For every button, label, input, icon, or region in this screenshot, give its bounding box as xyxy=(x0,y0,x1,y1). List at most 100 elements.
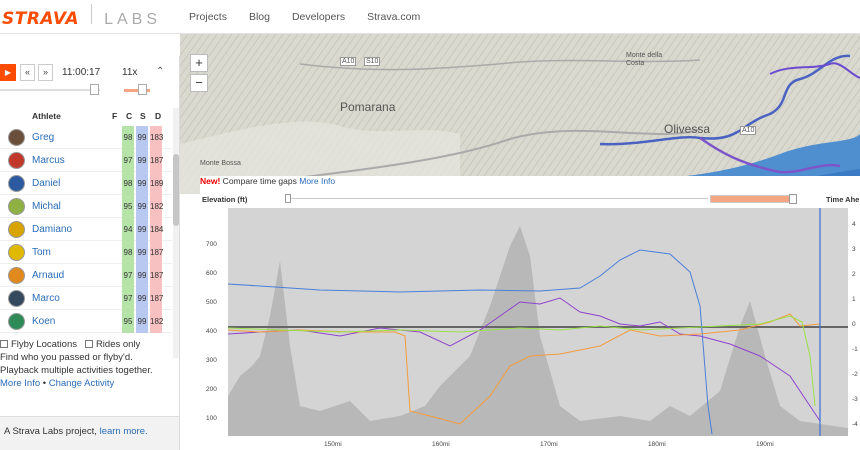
right-axis-tick-label: 2 xyxy=(852,271,856,278)
athlete-name-link[interactable]: Tom xyxy=(32,247,51,258)
athlete-row[interactable]: Marcus 97 99 187 xyxy=(0,149,172,172)
right-axis-tick-label: 4 xyxy=(852,221,856,228)
nav-developers[interactable]: Developers xyxy=(291,10,346,23)
athlete-c-value: 99 xyxy=(136,310,148,333)
athlete-name-link[interactable]: Daniel xyxy=(32,178,61,189)
time-range-slider[interactable] xyxy=(710,194,797,204)
athlete-name-link[interactable]: Damiano xyxy=(32,224,73,235)
athlete-name-link[interactable]: Marco xyxy=(32,293,60,304)
more-info-link[interactable]: More Info xyxy=(0,378,41,389)
elevation-range-slider[interactable] xyxy=(285,194,708,203)
athlete-name-link[interactable]: Greg xyxy=(32,132,55,143)
athlete-row[interactable]: Damiano 94 99 184 xyxy=(0,218,172,241)
elevation-profile xyxy=(228,226,848,436)
flyby-checkbox[interactable] xyxy=(0,340,8,348)
col-athlete: Athlete xyxy=(32,111,61,121)
athlete-name-link[interactable]: Michal xyxy=(32,201,61,212)
athlete-row[interactable]: Michal 95 99 182 xyxy=(0,195,172,218)
strava-labs-logo[interactable]: STRAVA LABS xyxy=(2,4,161,29)
zoom-out-button[interactable]: − xyxy=(190,74,208,92)
rides-only-checkbox[interactable] xyxy=(84,340,93,348)
athlete-c-value: 99 xyxy=(136,172,148,195)
athlete-c-value: 99 xyxy=(136,218,148,241)
x-axis-tick-label: 170mi xyxy=(540,441,558,448)
change-activity-link[interactable]: Change Activity xyxy=(48,378,115,389)
step-back-button[interactable]: « xyxy=(20,64,35,81)
playback-slider-thumb[interactable] xyxy=(90,84,99,95)
route-map[interactable]: + − Pomarana Monte della Costa Olivessa … xyxy=(180,34,860,194)
footer-text: A Strava Labs project, xyxy=(4,426,97,437)
athlete-s-value: 183 xyxy=(150,126,163,149)
left-axis-tick-label: 200 xyxy=(206,386,217,393)
athlete-s-value: 184 xyxy=(150,218,163,241)
elevation-chart-panel: New! Compare time gaps More Info Elevati… xyxy=(200,176,860,450)
top-nav-bar: STRAVA LABS Projects Blog Developers Str… xyxy=(0,0,860,34)
athlete-f-value: 98 xyxy=(122,126,134,149)
nav-projects[interactable]: Projects xyxy=(189,10,227,23)
compare-text: Compare time gaps xyxy=(220,176,297,186)
athlete-row[interactable]: Arnaud 97 99 187 xyxy=(0,264,172,287)
athlete-f-value: 98 xyxy=(122,172,134,195)
map-terrain xyxy=(180,34,860,194)
learn-more-link[interactable]: learn more. xyxy=(99,426,148,437)
zoom-in-button[interactable]: + xyxy=(190,54,208,72)
athlete-row[interactable]: Marco 97 99 187 xyxy=(0,287,172,310)
athlete-row[interactable]: Tom 98 99 187 xyxy=(0,241,172,264)
athlete-c-value: 99 xyxy=(136,287,148,310)
athlete-s-value: 182 xyxy=(150,195,163,218)
athlete-list-scrollbar[interactable] xyxy=(173,108,179,358)
step-forward-button[interactable]: » xyxy=(38,64,53,81)
athlete-row[interactable]: Koen 95 99 182 xyxy=(0,310,172,333)
elevation-slider-thumb[interactable] xyxy=(285,194,291,203)
athlete-name-link[interactable]: Marcus xyxy=(32,155,65,166)
elevation-chart[interactable]: 100 200 300 400 500 600 700 -4 -3 -2 -1 0 1 2 3 4 150mi 1… xyxy=(200,206,860,450)
x-axis-tick-label: 160mi xyxy=(432,441,450,448)
speed-slider-thumb[interactable] xyxy=(138,84,147,95)
description-line-2: Playback multiple activities together. xyxy=(0,365,153,376)
left-axis-tick-label: 700 xyxy=(206,241,217,248)
collapse-panel-icon[interactable]: ⌃ xyxy=(156,66,165,77)
playback-slider[interactable] xyxy=(0,84,100,95)
athlete-row[interactable]: Greg 98 99 183 xyxy=(0,126,172,149)
time-slider-thumb[interactable] xyxy=(789,194,797,204)
x-axis-tick-label: 190mi xyxy=(756,441,774,448)
rides-only-label: Rides only xyxy=(95,339,141,350)
map-label-town: Pomarana xyxy=(340,100,396,114)
athlete-s-value: 187 xyxy=(150,241,163,264)
left-axis-tick-label: 300 xyxy=(206,357,217,364)
flyby-label: Flyby Locations xyxy=(11,339,78,350)
col-f: F xyxy=(112,111,118,121)
left-axis-tick-label: 600 xyxy=(206,270,217,277)
chart-more-info-link[interactable]: More Info xyxy=(299,176,336,186)
athlete-f-value: 97 xyxy=(122,287,134,310)
athlete-avatar xyxy=(8,267,25,284)
series-purple xyxy=(227,297,821,422)
athlete-f-value: 95 xyxy=(122,195,134,218)
col-c: C xyxy=(126,111,133,121)
x-axis-tick-label: 180mi xyxy=(648,441,666,448)
col-d: D xyxy=(155,111,162,121)
map-road-shield: S10 xyxy=(364,57,381,66)
col-s: S xyxy=(140,111,146,121)
athlete-s-value: 189 xyxy=(150,172,163,195)
chart-header: New! Compare time gaps More Info xyxy=(200,176,860,190)
right-axis-tick-label: -4 xyxy=(852,421,858,428)
speed-slider[interactable] xyxy=(124,84,150,95)
right-axis-tick-label: 3 xyxy=(852,246,856,253)
map-label-town-2: Olivessa xyxy=(664,122,711,136)
brand-text: STRAVA xyxy=(2,9,80,29)
athlete-avatar xyxy=(8,175,25,192)
right-axis-tick-label: 1 xyxy=(852,296,856,303)
nav-strava-com[interactable]: Strava.com xyxy=(367,10,421,23)
athlete-row[interactable]: Daniel 98 99 189 xyxy=(0,172,172,195)
athlete-name-link[interactable]: Koen xyxy=(32,316,56,327)
athlete-avatar xyxy=(8,290,25,307)
nav-blog[interactable]: Blog xyxy=(248,10,270,23)
playback-speed[interactable]: 11x xyxy=(122,67,138,78)
elevation-axis-label: Elevation (ft) xyxy=(202,195,248,204)
athlete-name-link[interactable]: Arnaud xyxy=(32,270,65,281)
athlete-c-value: 99 xyxy=(136,126,148,149)
scrollbar-thumb[interactable] xyxy=(173,154,179,226)
play-button[interactable]: ▶ xyxy=(0,64,16,81)
athlete-c-value: 99 xyxy=(136,264,148,287)
